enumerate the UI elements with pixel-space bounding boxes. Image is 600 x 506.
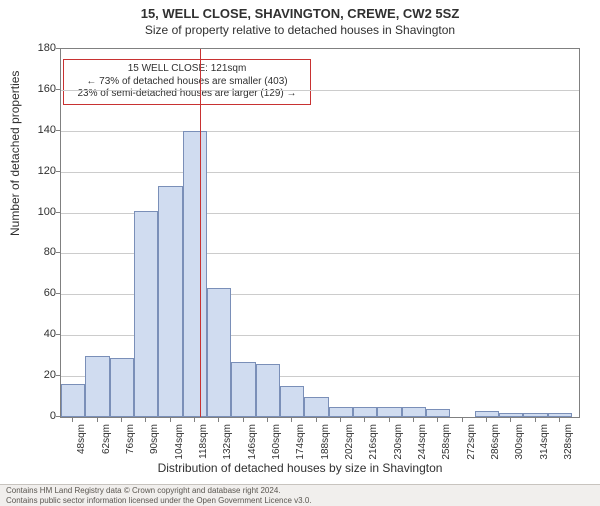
histogram-bar — [402, 407, 426, 417]
x-tick-label: 174sqm — [295, 424, 306, 462]
x-tick-mark — [389, 418, 390, 422]
x-tick-label: 286sqm — [490, 424, 501, 462]
x-tick-mark — [559, 418, 560, 422]
marker-annotation: 15 WELL CLOSE: 121sqm ← 73% of detached … — [63, 59, 311, 105]
x-tick-mark — [170, 418, 171, 422]
x-tick-mark — [97, 418, 98, 422]
x-tick-mark — [486, 418, 487, 422]
histogram-bar — [183, 131, 207, 417]
gridline — [61, 90, 579, 91]
y-tick-label: 160 — [30, 83, 56, 95]
annotation-line-1: 15 WELL CLOSE: 121sqm — [70, 63, 304, 76]
y-tick-mark — [56, 334, 60, 335]
property-marker-line — [200, 49, 201, 417]
x-tick-mark — [462, 418, 463, 422]
x-tick-mark — [437, 418, 438, 422]
histogram-bar — [329, 407, 353, 417]
y-tick-label: 80 — [30, 246, 56, 258]
x-tick-label: 76sqm — [125, 424, 136, 462]
histogram-bar — [134, 211, 158, 417]
x-tick-mark — [194, 418, 195, 422]
footer-line-1: Contains HM Land Registry data © Crown c… — [6, 486, 594, 496]
y-tick-label: 140 — [30, 124, 56, 136]
x-tick-mark — [510, 418, 511, 422]
x-tick-label: 216sqm — [368, 424, 379, 462]
histogram-bar — [377, 407, 401, 417]
y-tick-mark — [56, 48, 60, 49]
x-tick-mark — [413, 418, 414, 422]
y-tick-label: 40 — [30, 328, 56, 340]
y-tick-mark — [56, 416, 60, 417]
x-tick-label: 314sqm — [539, 424, 550, 462]
y-tick-label: 20 — [30, 369, 56, 381]
x-tick-mark — [145, 418, 146, 422]
gridline — [61, 131, 579, 132]
y-tick-label: 60 — [30, 287, 56, 299]
x-tick-label: 118sqm — [198, 424, 209, 462]
histogram-bar — [85, 356, 109, 417]
y-tick-label: 120 — [30, 165, 56, 177]
y-tick-label: 0 — [30, 410, 56, 422]
y-tick-mark — [56, 375, 60, 376]
x-tick-label: 188sqm — [320, 424, 331, 462]
histogram-bar — [523, 413, 547, 417]
y-tick-mark — [56, 293, 60, 294]
x-tick-label: 202sqm — [344, 424, 355, 462]
histogram-bar — [280, 386, 304, 417]
x-tick-label: 272sqm — [466, 424, 477, 462]
x-tick-mark — [316, 418, 317, 422]
x-tick-label: 48sqm — [76, 424, 87, 462]
histogram-bar — [110, 358, 134, 417]
x-tick-label: 146sqm — [247, 424, 258, 462]
x-tick-label: 62sqm — [101, 424, 112, 462]
histogram-bar — [499, 413, 523, 417]
histogram-bar — [207, 288, 231, 417]
x-tick-mark — [535, 418, 536, 422]
x-tick-label: 244sqm — [417, 424, 428, 462]
x-tick-label: 300sqm — [514, 424, 525, 462]
histogram-bar — [61, 384, 85, 417]
y-axis-label: Number of detached properties — [8, 71, 22, 236]
x-tick-mark — [340, 418, 341, 422]
histogram-bar — [353, 407, 377, 417]
x-axis-label: Distribution of detached houses by size … — [0, 461, 600, 475]
annotation-line-2: ← 73% of detached houses are smaller (40… — [70, 76, 304, 89]
y-tick-mark — [56, 252, 60, 253]
x-tick-mark — [243, 418, 244, 422]
x-tick-mark — [121, 418, 122, 422]
x-tick-mark — [218, 418, 219, 422]
chart-container: 15, WELL CLOSE, SHAVINGTON, CREWE, CW2 5… — [0, 6, 600, 506]
page-title: 15, WELL CLOSE, SHAVINGTON, CREWE, CW2 5… — [0, 6, 600, 21]
x-tick-mark — [267, 418, 268, 422]
y-tick-label: 180 — [30, 42, 56, 54]
x-tick-label: 90sqm — [149, 424, 160, 462]
y-tick-mark — [56, 171, 60, 172]
y-tick-mark — [56, 212, 60, 213]
x-tick-mark — [364, 418, 365, 422]
histogram-bar — [475, 411, 499, 417]
y-tick-label: 100 — [30, 206, 56, 218]
histogram-bar — [548, 413, 572, 417]
chart-subtitle: Size of property relative to detached ho… — [0, 23, 600, 37]
footer-line-2: Contains public sector information licen… — [6, 496, 594, 506]
x-tick-label: 132sqm — [222, 424, 233, 462]
x-tick-label: 230sqm — [393, 424, 404, 462]
histogram-bar — [231, 362, 255, 417]
x-tick-label: 104sqm — [174, 424, 185, 462]
x-tick-label: 160sqm — [271, 424, 282, 462]
x-tick-mark — [291, 418, 292, 422]
y-tick-mark — [56, 89, 60, 90]
gridline — [61, 172, 579, 173]
x-tick-label: 258sqm — [441, 424, 452, 462]
y-tick-mark — [56, 130, 60, 131]
attribution-footer: Contains HM Land Registry data © Crown c… — [0, 484, 600, 506]
histogram-bar — [304, 397, 328, 417]
x-tick-mark — [72, 418, 73, 422]
x-tick-label: 328sqm — [563, 424, 574, 462]
histogram-bar — [256, 364, 280, 417]
histogram-bar — [158, 186, 182, 417]
histogram-bar — [426, 409, 450, 417]
chart-plot-area: 15 WELL CLOSE: 121sqm ← 73% of detached … — [60, 48, 580, 418]
